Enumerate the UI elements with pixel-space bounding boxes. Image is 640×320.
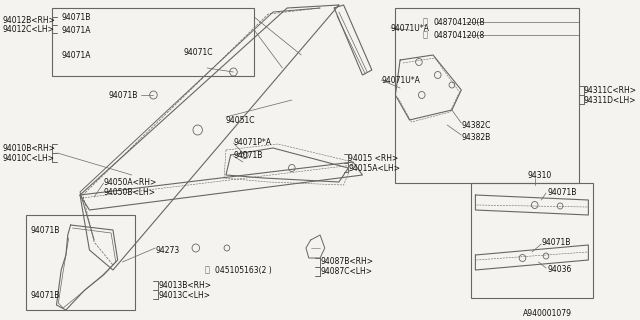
Text: 94273: 94273 bbox=[156, 245, 180, 254]
Text: 048704120(B: 048704120(B bbox=[433, 18, 484, 27]
Text: 94071B: 94071B bbox=[234, 150, 263, 159]
Text: 94087C<LH>: 94087C<LH> bbox=[320, 268, 372, 276]
Bar bbox=[470, 183, 593, 298]
Text: 045105163(2 ): 045105163(2 ) bbox=[214, 266, 271, 275]
Text: Ⓢ: Ⓢ bbox=[423, 18, 428, 27]
Text: 048704120(8: 048704120(8 bbox=[433, 30, 484, 39]
Text: 94012C<LH>: 94012C<LH> bbox=[3, 25, 54, 34]
Text: 94071B: 94071B bbox=[30, 291, 60, 300]
Text: 94071U*A: 94071U*A bbox=[390, 23, 429, 33]
Text: 94050A<RH>: 94050A<RH> bbox=[104, 178, 157, 187]
Text: 94382B: 94382B bbox=[461, 132, 490, 141]
Bar bbox=[52, 8, 254, 76]
Text: 94311D<LH>: 94311D<LH> bbox=[584, 95, 636, 105]
Text: 94071B: 94071B bbox=[30, 226, 60, 235]
Text: 94071B: 94071B bbox=[61, 12, 91, 21]
Bar bbox=[396, 8, 579, 183]
Text: 94311C<RH>: 94311C<RH> bbox=[584, 85, 637, 94]
Text: 94071B: 94071B bbox=[541, 237, 571, 246]
Text: 94051C: 94051C bbox=[226, 116, 255, 124]
Text: 94071U*A: 94071U*A bbox=[381, 76, 420, 84]
Bar bbox=[26, 215, 134, 310]
Text: 94382C: 94382C bbox=[461, 121, 491, 130]
Text: Ⓢ: Ⓢ bbox=[423, 30, 428, 39]
Text: Ⓢ: Ⓢ bbox=[205, 266, 210, 275]
Text: 94071B: 94071B bbox=[548, 188, 577, 196]
Text: 94013B<RH>: 94013B<RH> bbox=[158, 281, 211, 290]
Text: A940001079: A940001079 bbox=[522, 309, 572, 318]
Text: 94071P*A: 94071P*A bbox=[234, 138, 271, 147]
Text: 94050B<LH>: 94050B<LH> bbox=[104, 188, 156, 196]
Text: 94310: 94310 bbox=[527, 171, 552, 180]
Text: 94071B: 94071B bbox=[108, 91, 138, 100]
Text: 94071C: 94071C bbox=[184, 47, 213, 57]
Text: 94010B<RH>: 94010B<RH> bbox=[3, 143, 56, 153]
Text: 94071A: 94071A bbox=[61, 26, 91, 35]
Text: 94010C<LH>: 94010C<LH> bbox=[3, 154, 55, 163]
Text: 94013C<LH>: 94013C<LH> bbox=[158, 291, 210, 300]
Text: 94071A: 94071A bbox=[61, 51, 91, 60]
Text: 94015A<LH>: 94015A<LH> bbox=[348, 164, 401, 172]
Text: 94036: 94036 bbox=[548, 266, 572, 275]
Text: 94087B<RH>: 94087B<RH> bbox=[320, 258, 373, 267]
Text: 94015 <RH>: 94015 <RH> bbox=[348, 154, 399, 163]
Text: 94012B<RH>: 94012B<RH> bbox=[3, 15, 56, 25]
